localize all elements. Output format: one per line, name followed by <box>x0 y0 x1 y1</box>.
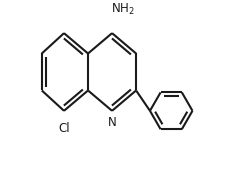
Text: N: N <box>108 116 116 129</box>
Text: Cl: Cl <box>58 122 70 135</box>
Text: NH$_2$: NH$_2$ <box>111 1 135 16</box>
